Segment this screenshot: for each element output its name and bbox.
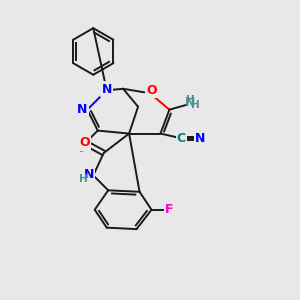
Text: F: F <box>165 203 173 216</box>
Text: N: N <box>77 103 88 116</box>
Text: H: H <box>191 100 200 110</box>
Text: N: N <box>195 132 206 145</box>
Text: H: H <box>79 174 88 184</box>
Text: C: C <box>177 132 186 145</box>
Text: N: N <box>101 82 112 96</box>
Text: O: O <box>79 136 90 149</box>
Text: O: O <box>146 84 157 97</box>
Text: H: H <box>186 95 195 105</box>
Text: N: N <box>185 96 196 109</box>
Text: methyl: methyl <box>80 151 85 152</box>
Text: N: N <box>84 168 94 181</box>
